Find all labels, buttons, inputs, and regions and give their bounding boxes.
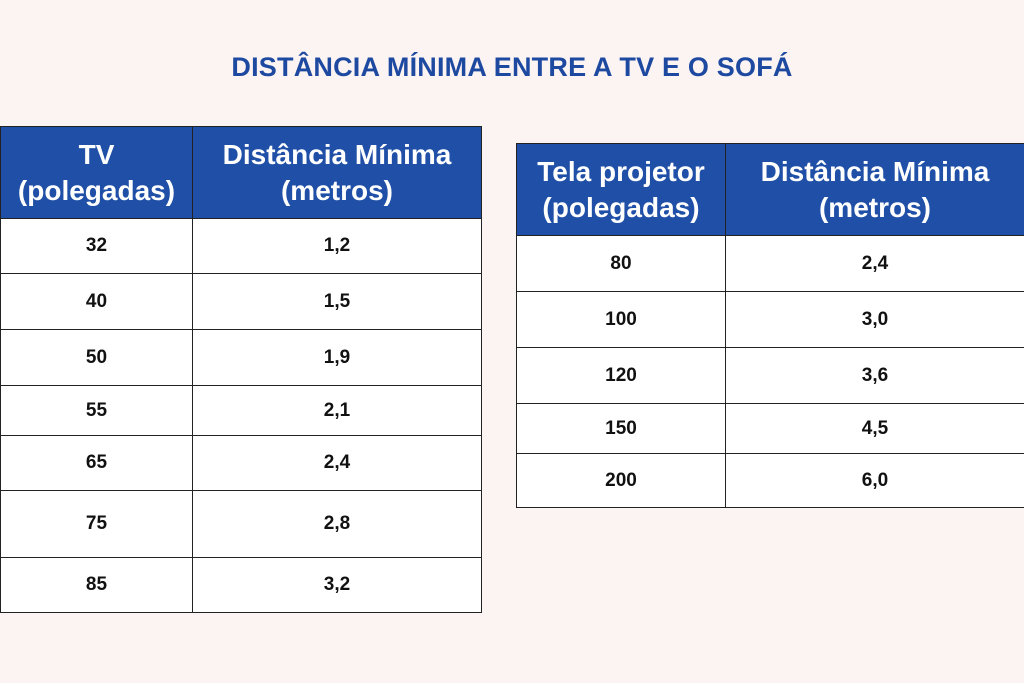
distance-cell: 1,2 (192, 218, 482, 274)
tv-size-cell: 32 (0, 218, 193, 274)
table-header-row: TV (polegadas) Distância Mínima (metros) (0, 126, 482, 219)
table-row: 75 2,8 (0, 490, 482, 558)
distance-cell: 6,0 (725, 453, 1024, 508)
distance-cell: 3,0 (725, 291, 1024, 348)
header-tv-size: TV (polegadas) (0, 126, 193, 219)
table-row: 150 4,5 (516, 403, 1024, 454)
distance-cell: 1,9 (192, 329, 482, 386)
table-row: 40 1,5 (0, 273, 482, 330)
table-row: 100 3,0 (516, 291, 1024, 348)
header-line: (polegadas) (17, 174, 176, 206)
table-row: 55 2,1 (0, 385, 482, 436)
projector-size-cell: 120 (516, 347, 726, 404)
header-projector-size: Tela projetor (polegadas) (516, 143, 726, 236)
table-row: 32 1,2 (0, 218, 482, 274)
distance-cell: 2,4 (725, 235, 1024, 292)
distance-cell: 4,5 (725, 403, 1024, 454)
projector-distance-table: Tela projetor (polegadas) Distância Míni… (516, 143, 1024, 508)
tv-distance-table: TV (polegadas) Distância Mínima (metros)… (0, 126, 482, 613)
distance-cell: 3,6 (725, 347, 1024, 404)
projector-size-cell: 80 (516, 235, 726, 292)
table-row: 200 6,0 (516, 453, 1024, 508)
header-line: (polegadas) (542, 191, 700, 223)
table-row: 65 2,4 (0, 435, 482, 491)
header-line: Distância Mínima (222, 138, 452, 170)
distance-cell: 3,2 (192, 557, 482, 613)
header-line: (metros) (280, 174, 393, 206)
projector-size-cell: 200 (516, 453, 726, 508)
distance-cell: 2,8 (192, 490, 482, 558)
page-title: DISTÂNCIA MÍNIMA ENTRE A TV E O SOFÁ (231, 52, 793, 82)
tv-size-cell: 40 (0, 273, 193, 330)
table-row: 120 3,6 (516, 347, 1024, 404)
tv-size-cell: 75 (0, 490, 193, 558)
table-header-row: Tela projetor (polegadas) Distância Míni… (516, 143, 1024, 236)
tv-size-cell: 85 (0, 557, 193, 613)
projector-size-cell: 150 (516, 403, 726, 454)
header-line: (metros) (818, 191, 931, 223)
table-row: 80 2,4 (516, 235, 1024, 292)
table-row: 50 1,9 (0, 329, 482, 386)
header-line: Tela projetor (537, 155, 705, 187)
header-min-distance: Distância Mínima (metros) (725, 143, 1024, 236)
distance-cell: 2,4 (192, 435, 482, 491)
tv-size-cell: 55 (0, 385, 193, 436)
header-line: Distância Mínima (760, 155, 990, 187)
tv-size-cell: 65 (0, 435, 193, 491)
projector-size-cell: 100 (516, 291, 726, 348)
table-row: 85 3,2 (0, 557, 482, 613)
distance-cell: 2,1 (192, 385, 482, 436)
header-line: TV (78, 138, 115, 170)
tv-size-cell: 50 (0, 329, 193, 386)
header-min-distance: Distância Mínima (metros) (192, 126, 482, 219)
distance-cell: 1,5 (192, 273, 482, 330)
